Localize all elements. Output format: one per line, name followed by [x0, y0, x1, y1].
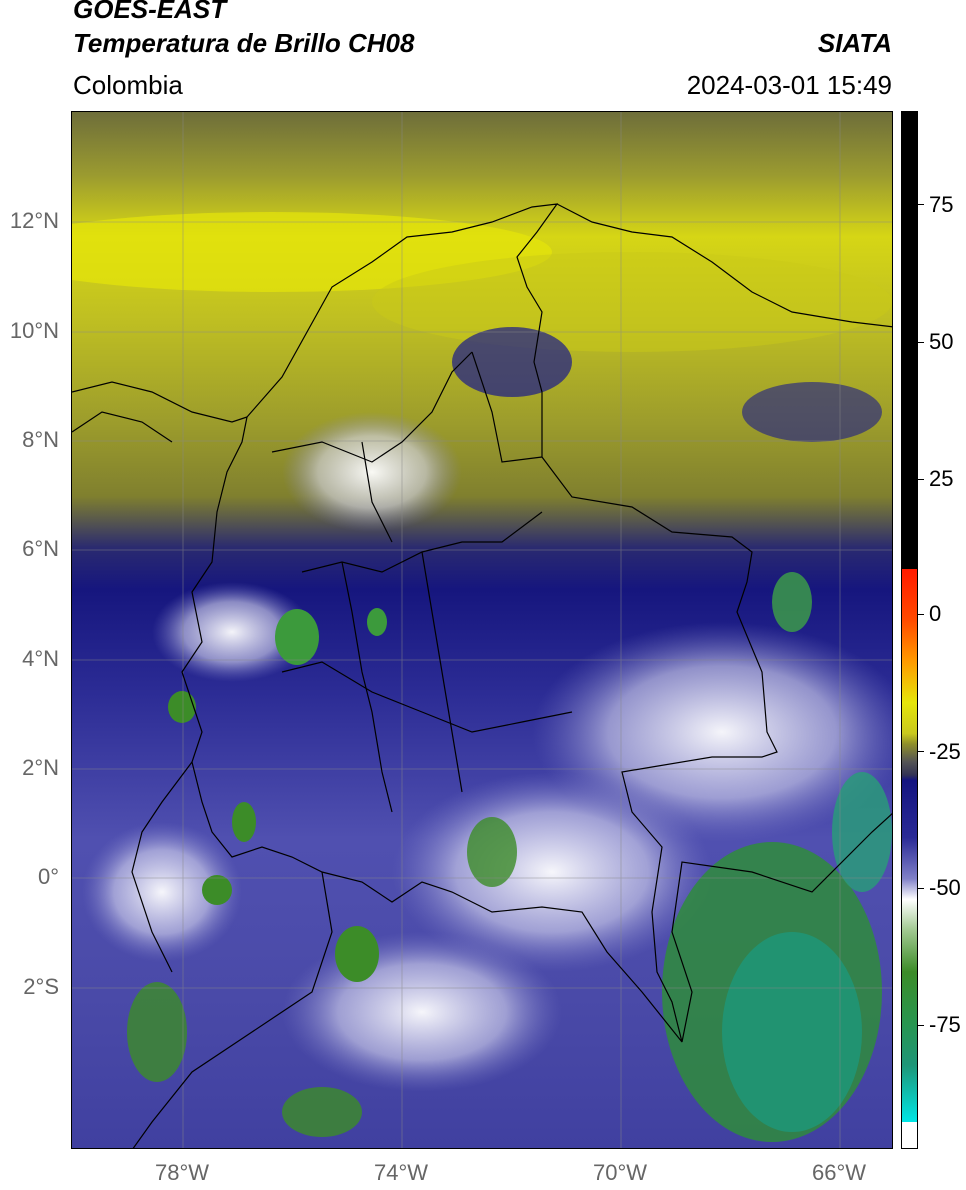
lon-label-74w: 74°W: [373, 1160, 429, 1185]
product-title: Temperatura de Brillo CH08: [73, 28, 415, 58]
colorbar-label-minus25: -25: [929, 739, 961, 764]
colorbar-label-0: 0: [929, 601, 942, 626]
lat-label-0: 0°: [37, 864, 59, 889]
colorbar: [901, 111, 918, 1149]
region-label: Colombia: [73, 70, 183, 100]
lon-label-70w: 70°W: [592, 1160, 648, 1185]
lat-label-12n: 12°N: [9, 208, 59, 233]
colorbar-label-75: 75: [929, 192, 954, 217]
brand-label: SIATA: [817, 28, 892, 58]
colorbar-tick: [918, 888, 924, 889]
colorbar-tick: [918, 479, 924, 480]
lat-label-4n: 4°N: [22, 646, 59, 671]
lon-label-78w: 78°W: [154, 1160, 210, 1185]
colorbar-label-minus50: -50: [929, 875, 961, 900]
colorbar-tick: [918, 204, 924, 205]
colorbar-label-50: 50: [929, 329, 954, 354]
colorbar-tick: [918, 614, 924, 615]
colorbar-tick: [918, 342, 924, 343]
lon-label-66w: 66°W: [811, 1160, 867, 1185]
lat-label-6n: 6°N: [22, 536, 59, 561]
colorbar-label-25: 25: [929, 466, 954, 491]
colorbar-tick: [918, 751, 924, 752]
colorbar-label-minus75: -75: [929, 1012, 961, 1037]
timestamp-label: 2024-03-01 15:49: [686, 70, 892, 100]
lat-label-10n: 10°N: [9, 318, 59, 343]
lat-label-8n: 8°N: [22, 427, 59, 452]
satellite-map: [71, 111, 893, 1149]
lat-label-2n: 2°N: [22, 755, 59, 780]
satellite-title: GOES-EAST: [73, 0, 227, 24]
lat-label-2s: 2°S: [23, 974, 59, 999]
colorbar-tick: [918, 1025, 924, 1026]
